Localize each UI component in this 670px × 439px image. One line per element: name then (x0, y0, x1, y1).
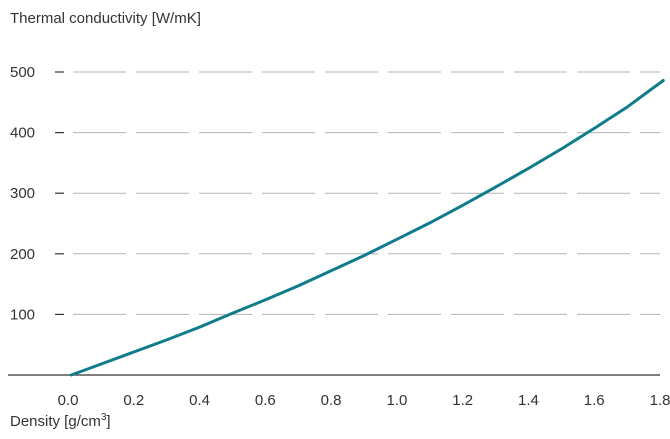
x-axis-title: Density [g/cm3] (10, 412, 111, 431)
x-tick-label: 1.2 (452, 392, 473, 409)
y-tick-label: 300 (10, 185, 35, 202)
y-tick-label: 500 (10, 64, 35, 81)
x-tick-label: 0.6 (255, 392, 276, 409)
x-tick-label: 1.6 (584, 392, 605, 409)
x-axis-title-main: Density [g/cm (10, 413, 101, 430)
x-tick-label: 0.4 (189, 392, 210, 409)
x-tick-label: 1.0 (386, 392, 407, 409)
series-line-0 (69, 79, 665, 377)
x-axis-title-superscript: 3 (100, 412, 107, 423)
x-tick-label: 0.8 (321, 392, 342, 409)
y-axis-title: Thermal conductivity [W/mK] (10, 10, 201, 27)
y-tick-label: 100 (10, 306, 35, 323)
x-axis-title-end: ] (106, 413, 111, 430)
x-tick-label: 1.4 (518, 392, 539, 409)
y-tick-label: 400 (10, 125, 35, 142)
x-tick-label: 0.0 (58, 392, 79, 409)
x-tick-label: 1.8 (650, 392, 670, 409)
y-tick-label: 200 (10, 246, 35, 263)
x-tick-label: 0.2 (123, 392, 144, 409)
